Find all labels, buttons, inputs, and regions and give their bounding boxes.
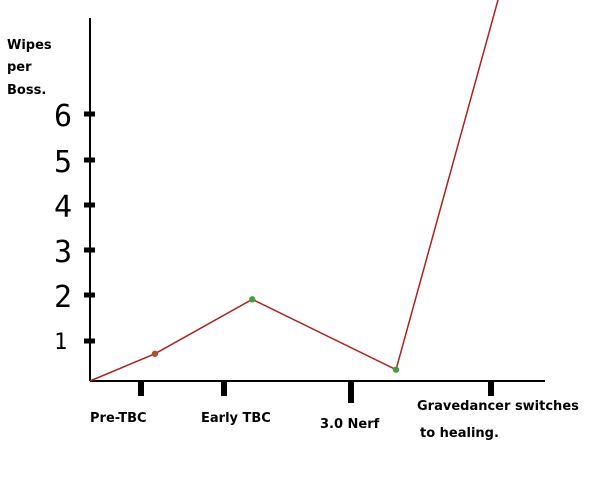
x-tick-label: Gravedancer switches to healing. — [417, 399, 579, 441]
x-tick-label-line: to healing. — [420, 426, 499, 441]
y-axis-label-line: per — [7, 60, 32, 75]
x-tick-mark — [138, 382, 144, 396]
x-tick-mark — [221, 382, 227, 396]
series — [89, 0, 499, 382]
y-tick-label: 3 — [54, 235, 72, 270]
y-tick-label: 5 — [54, 145, 72, 180]
y-tick-label: 4 — [54, 190, 72, 225]
y-tick-label: 1 — [54, 330, 67, 355]
x-tick-mark — [348, 382, 354, 403]
x-tick-label-line: Pre-TBC — [90, 411, 147, 426]
x-tick-label-line: Early TBC — [201, 411, 271, 426]
series-line — [89, 0, 499, 382]
x-tick-label-line: 3.0 Nerf — [320, 417, 380, 432]
y-axis-label-line: Wipes — [7, 38, 52, 53]
data-point — [151, 350, 159, 357]
x-tick-label-line: Gravedancer switches — [417, 399, 579, 414]
x-tick-label: Early TBC — [201, 411, 271, 426]
x-tick-label: Pre-TBC — [90, 411, 147, 426]
data-point — [249, 296, 256, 303]
y-axis-label: Wipes per Boss. — [7, 38, 52, 98]
x-tick-mark — [488, 382, 494, 396]
x-tick-label: 3.0 Nerf — [320, 417, 380, 432]
x-ticks: Pre-TBC Early TBC 3.0 Nerf Gravedancer swit… — [90, 382, 579, 441]
y-ticks: 1 2 3 4 5 6 — [54, 99, 95, 355]
y-tick-label: 2 — [54, 280, 72, 315]
y-axis-label-line: Boss. — [7, 83, 46, 98]
data-point — [392, 366, 400, 373]
y-tick-label: 6 — [54, 99, 72, 134]
